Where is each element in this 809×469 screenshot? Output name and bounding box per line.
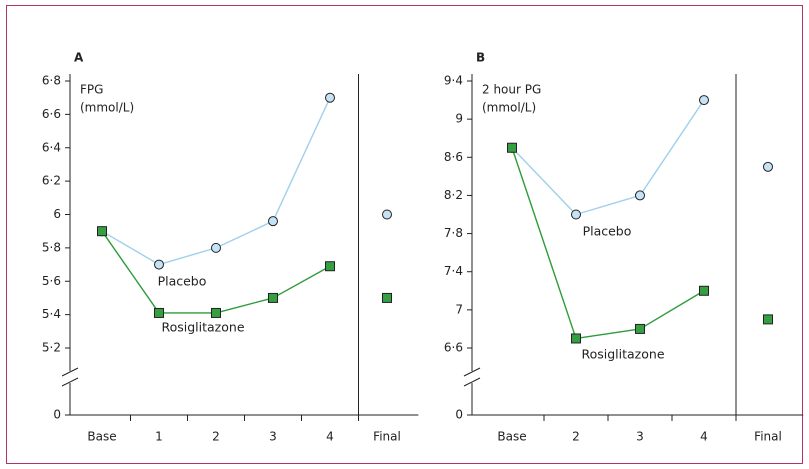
y-tick-label: 0 [53,408,61,422]
y-tick-label: 9·4 [444,74,463,88]
axis-break [61,377,79,387]
y-tick-label: 7·4 [444,264,463,278]
x-tick-label: 3 [636,430,644,444]
y-tick-label: 8·6 [444,150,463,164]
series-segment [511,147,577,339]
y-tick-label: 5·6 [42,274,61,288]
frame [6,5,803,464]
marker [699,285,709,296]
marker [635,190,645,201]
series-segment [215,297,274,314]
y-tick-label: 7 [455,302,463,316]
panel-label: B [476,51,485,65]
marker [154,307,164,318]
x-tick-label: Final [754,430,782,444]
x-tick-label: 2 [572,430,580,444]
x-tick-label: 2 [212,430,220,444]
series-segment [215,220,274,249]
marker [635,323,645,334]
axis-break [61,367,79,377]
y-tick-label: 5·8 [42,240,61,254]
y-tick-label: 9 [455,112,463,126]
series-segment [158,247,217,266]
x-tick-label: Base [87,430,116,444]
series-segment [575,328,641,340]
y-tick-label: 5·2 [42,341,61,355]
x-tick-label: 3 [269,430,277,444]
series-segment [101,230,160,314]
y-tick-label: 6·8 [42,74,61,88]
y-axis-label: FPG [80,83,103,97]
x-tick-label: Final [373,430,401,444]
x-tick-label: 4 [700,430,708,444]
marker [382,209,392,220]
x-tick-label: Base [497,430,526,444]
series-segment [639,99,705,196]
series-label: Placebo [583,224,632,239]
marker [268,216,278,227]
series-segment [511,147,577,215]
y-tick-label: 6·2 [42,174,61,188]
panel-label: A [74,51,84,65]
y-tick-label: 5·4 [42,307,61,321]
y-axis-label: (mmol/L) [80,101,134,115]
axis-break-gap [468,371,476,383]
y-tick-label: 6·4 [42,140,61,154]
marker [97,226,107,237]
series-label: Rosiglitazone [161,320,244,335]
marker [571,333,581,344]
axis-break-gap [66,371,74,383]
series-segment [272,265,331,299]
marker [763,314,773,325]
x-tick-label: 4 [326,430,334,444]
y-tick-label: 0 [455,408,463,422]
y-axis-label: (mmol/L) [482,101,536,115]
series-segment [639,290,705,330]
series-segment [575,194,641,216]
x-tick-label: 1 [155,430,163,444]
series-segment [272,97,331,222]
marker [699,95,709,106]
marker [507,142,517,153]
y-tick-label: 7·8 [444,226,463,240]
marker [211,307,221,318]
marker [325,92,335,103]
y-tick-label: 6·6 [444,341,463,355]
series-segment [101,230,160,266]
y-tick-label: 6·6 [42,107,61,121]
marker [211,242,221,253]
y-tick-label: 6 [53,207,61,221]
marker [382,292,392,303]
marker [325,261,335,272]
axis-break [463,367,481,377]
axis-break [463,377,481,387]
marker [268,292,278,303]
series-label: Placebo [158,274,207,289]
series-label: Rosiglitazone [581,347,664,362]
marker [763,161,773,172]
marker [571,209,581,220]
y-axis-label: 2 hour PG [482,83,541,97]
marker [154,259,164,270]
y-tick-label: 8·2 [444,188,463,202]
